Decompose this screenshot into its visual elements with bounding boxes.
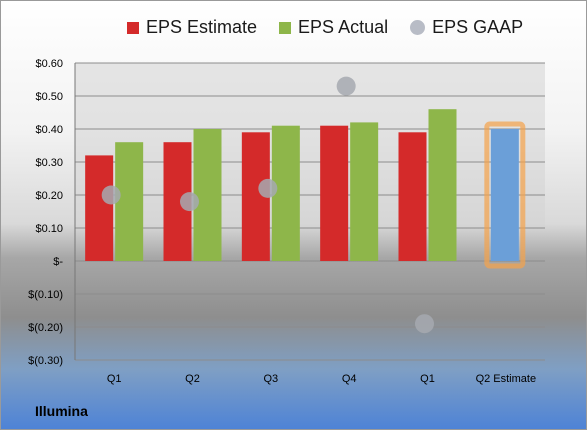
bar-eps-estimate xyxy=(85,155,114,261)
dot-eps-gaap xyxy=(336,76,356,96)
bar-eps-actual xyxy=(271,125,300,261)
y-tick-label: $0.40 xyxy=(35,124,63,136)
legend-entry-eps-estimate: EPS Estimate xyxy=(127,17,257,38)
y-tick-label: $0.20 xyxy=(35,190,63,202)
y-tick-label: $0.10 xyxy=(35,223,63,235)
y-tick-label: $- xyxy=(53,256,63,268)
y-tick-label: $(0.30) xyxy=(28,355,63,367)
highlight-outline xyxy=(484,121,526,269)
legend-label-eps-estimate: EPS Estimate xyxy=(146,17,258,37)
legend-entry-eps-actual: EPS Actual xyxy=(279,17,388,38)
x-tick-label: Q3 xyxy=(263,373,278,385)
legend-label-eps-actual: EPS Actual xyxy=(298,17,389,37)
dot-eps-gaap xyxy=(258,178,278,198)
bar-eps-estimate xyxy=(398,132,427,261)
x-tick-label: Q1 xyxy=(107,373,122,385)
bar-eps-actual xyxy=(115,142,144,261)
legend-entry-eps-gaap: EPS GAAP xyxy=(410,17,523,38)
legend-swatch-eps-estimate xyxy=(127,21,139,34)
y-tick-label: $0.60 xyxy=(35,58,63,70)
x-tick-label: Q2 Estimate xyxy=(476,373,537,385)
dot-eps-gaap xyxy=(415,314,434,334)
y-tick-label: $0.50 xyxy=(35,91,63,103)
bar-eps-actual xyxy=(193,129,222,261)
y-tick-label: $(0.20) xyxy=(28,322,63,334)
x-tick-label: Q1 xyxy=(420,373,435,385)
legend: EPS Estimate EPS Actual EPS GAAP xyxy=(127,17,545,38)
company-name: Illumina xyxy=(35,403,88,419)
x-tick-label: Q2 xyxy=(185,373,200,385)
legend-swatch-eps-actual xyxy=(279,21,292,34)
bar-eps-actual xyxy=(350,122,379,262)
bar-eps-actual xyxy=(428,109,457,261)
legend-label-eps-gaap: EPS GAAP xyxy=(432,17,524,37)
bar-eps-estimate xyxy=(320,125,349,261)
y-tick-label: $0.30 xyxy=(35,157,63,169)
y-tick-label: $(0.10) xyxy=(28,289,63,301)
dot-eps-gaap xyxy=(180,192,199,212)
plot-background xyxy=(75,63,545,228)
legend-dot-eps-gaap xyxy=(410,20,426,35)
dot-eps-gaap xyxy=(101,185,121,205)
bar-eps-actual-estimate xyxy=(490,129,519,261)
x-tick-label: Q4 xyxy=(342,373,357,385)
